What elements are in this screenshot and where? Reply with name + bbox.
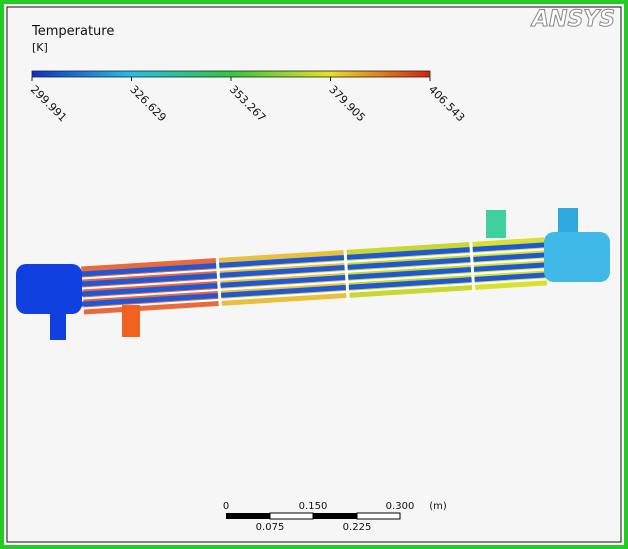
scale-segment	[269, 512, 314, 520]
colorbar	[31, 70, 431, 78]
nozzle	[50, 308, 66, 340]
scale-label: 0.150	[299, 501, 328, 512]
scale-segment	[226, 513, 270, 519]
inlet-head	[16, 264, 82, 314]
tube-wall	[80, 258, 546, 290]
outlet-head	[544, 232, 610, 282]
tube-wall	[81, 278, 547, 310]
scale-segment	[313, 513, 357, 519]
baffle	[215, 255, 222, 308]
tube	[79, 242, 545, 277]
baffle	[469, 239, 476, 293]
baffle	[343, 247, 350, 300]
tube-wall	[79, 248, 545, 280]
inner-frame	[6, 6, 622, 543]
scale-label: 0.225	[343, 522, 372, 533]
heat-exchanger	[79, 237, 548, 315]
scale-unit: (m)	[429, 501, 447, 512]
scale-label: 0.300	[386, 501, 415, 512]
tube-wall	[80, 268, 547, 300]
tube	[79, 252, 546, 287]
logo: ANSYS	[530, 7, 615, 32]
nozzle	[558, 208, 578, 236]
scale-segment	[356, 512, 401, 520]
nozzle	[486, 210, 506, 238]
nozzle	[122, 305, 140, 337]
legend-unit: [K]	[32, 41, 48, 54]
tube	[81, 272, 547, 307]
tube	[80, 262, 546, 297]
scale-label: 0	[223, 501, 229, 512]
scale-label: 0.075	[256, 522, 285, 533]
legend-title: Temperature	[31, 24, 114, 39]
